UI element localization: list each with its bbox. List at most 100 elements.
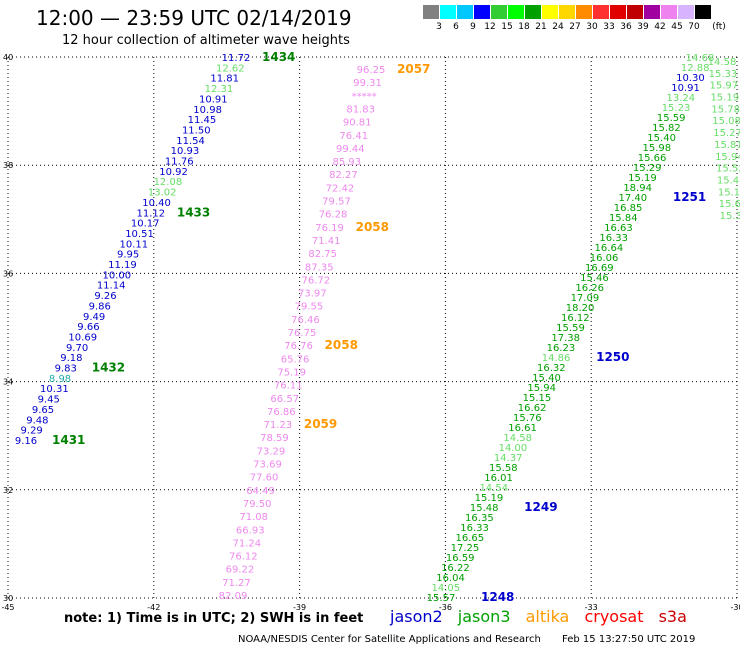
edge-wave-value: 15.81 xyxy=(714,140,740,151)
color-swatch xyxy=(524,5,541,19)
map-subtitle: 12 hour collection of altimeter wave hei… xyxy=(62,33,350,48)
altika-wave-value: 79.57 xyxy=(322,197,351,208)
jason3-wave-value: 14.68 xyxy=(686,53,715,64)
edge-wave-value: 14.58 xyxy=(708,57,737,68)
jason2-wave-value: 8.98 xyxy=(49,374,71,385)
altika-wave-value: 76.75 xyxy=(288,328,317,339)
edge-wave-value: 15.12 xyxy=(718,187,740,198)
color-swatch xyxy=(456,5,473,19)
jason3-wave-value: 16.65 xyxy=(455,533,484,544)
jason2-wave-value: 10.40 xyxy=(142,198,171,209)
jason2-wave-value: 10.17 xyxy=(131,219,160,230)
jason3-wave-value: 15.57 xyxy=(427,593,456,604)
jason3-wave-value: 16.62 xyxy=(518,403,547,414)
altika-wave-value: 99.31 xyxy=(353,78,382,89)
jason3-wave-value: 15.29 xyxy=(633,163,662,174)
jason3-wave-value: 15.46 xyxy=(580,273,609,284)
color-swatch xyxy=(609,5,626,19)
jason3-wave-value: 16.23 xyxy=(547,343,576,354)
altika-wave-value: 66.93 xyxy=(236,525,265,536)
footnote: note: 1) Time is in UTC; 2) SWH is in fe… xyxy=(64,611,364,626)
edge-wave-value: 15.97 xyxy=(710,81,739,92)
jason2-wave-value: 13.02 xyxy=(148,188,177,199)
jason2-wave-value: 10.00 xyxy=(102,270,131,281)
legend-cryosat: cryosat xyxy=(584,607,644,626)
jason3-wave-value: 15.40 xyxy=(647,133,676,144)
jason3-wave-value: 18.94 xyxy=(623,183,652,194)
jason3-wave-value: 15.23 xyxy=(662,103,691,114)
jason3-wave-value: 16.32 xyxy=(537,363,566,374)
jason2-wave-value: 9.65 xyxy=(32,405,54,416)
jason3-wave-value: 15.98 xyxy=(643,143,672,154)
y-tick-label: 36 xyxy=(3,269,13,278)
altika-wave-value: 71.27 xyxy=(222,578,251,589)
color-swatch xyxy=(541,5,558,19)
legend-jason2: jason2 xyxy=(390,607,443,626)
jason3-wave-value: 15.59 xyxy=(556,323,585,334)
altika-wave-value: 71.08 xyxy=(239,512,268,523)
altika-wave-value: 76.72 xyxy=(301,275,330,286)
jason3-wave-value: 17.25 xyxy=(451,543,480,554)
jason2-wave-value: 9.26 xyxy=(94,291,116,302)
jason3-wave-value: 16.33 xyxy=(599,233,628,244)
jason3-wave-value: 15.40 xyxy=(532,373,561,384)
jason3-wave-value: 12.88 xyxy=(681,63,710,74)
color-scale-label: 12 xyxy=(484,22,496,32)
jason3-wave-value: 10.30 xyxy=(676,73,705,84)
altika-wave-value: 71.23 xyxy=(264,420,293,431)
jason2-wave-value: 9.49 xyxy=(83,312,105,323)
pass-number: 1432 xyxy=(92,361,125,375)
altika-wave-value: 76.19 xyxy=(315,223,344,234)
color-swatch xyxy=(473,5,490,19)
jason3-wave-value: 17.38 xyxy=(551,333,580,344)
jason3-wave-value: 15.48 xyxy=(470,503,499,514)
pass-number: 2059 xyxy=(304,417,337,431)
altika-wave-value: 78.59 xyxy=(260,433,289,444)
jason3-wave-value: 15.84 xyxy=(609,213,638,224)
color-swatch xyxy=(558,5,575,19)
edge-wave-value: 15.33 xyxy=(709,69,738,80)
jason2-wave-value: 12.31 xyxy=(205,84,234,95)
altika-wave-value: 81.83 xyxy=(346,104,375,115)
altika-wave-value: 73.29 xyxy=(257,446,286,457)
jason2-wave-value: 10.51 xyxy=(125,229,154,240)
color-scale-label: 30 xyxy=(586,22,598,32)
jason3-wave-value: 15.15 xyxy=(523,393,552,404)
pass-number: 1249 xyxy=(524,500,557,514)
altika-wave-value: 66.57 xyxy=(270,394,299,405)
pass-number: 2057 xyxy=(397,62,430,76)
jason2-wave-value: 9.66 xyxy=(77,322,99,333)
altika-wave-value: 87.35 xyxy=(305,262,334,273)
altika-wave-value: 76.28 xyxy=(319,210,348,221)
edge-wave-value: 15.27 xyxy=(713,128,740,139)
color-swatch xyxy=(490,5,507,19)
jason2-wave-value: 10.92 xyxy=(159,167,188,178)
color-swatch xyxy=(643,5,660,19)
jason2-wave-value: 10.31 xyxy=(40,384,69,395)
jason3-wave-value: 16.04 xyxy=(436,573,465,584)
color-scale-label: 3 xyxy=(436,22,442,32)
jason3-wave-value: 15.19 xyxy=(628,173,657,184)
jason2-wave-value: 11.45 xyxy=(188,115,217,126)
color-swatch xyxy=(422,5,439,19)
color-scale-label: 42 xyxy=(654,22,666,32)
altika-wave-value: ***** xyxy=(352,91,377,102)
altika-wave-value: 82.27 xyxy=(329,170,358,181)
jason3-wave-value: 16.22 xyxy=(441,563,470,574)
altika-wave-value: 96.25 xyxy=(357,65,386,76)
edge-wave-value: 15.19 xyxy=(710,93,739,104)
color-scale-label: 6 xyxy=(453,22,459,32)
edge-wave-value: 15.67 xyxy=(719,199,740,210)
jason2-wave-value: 11.76 xyxy=(165,157,194,168)
jason3-wave-value: 16.33 xyxy=(460,523,489,534)
color-swatch xyxy=(592,5,609,19)
jason3-wave-value: 15.94 xyxy=(527,383,556,394)
jason2-wave-value: 9.45 xyxy=(38,395,60,406)
legend-altika: altika xyxy=(525,607,570,626)
jason3-wave-value: 16.69 xyxy=(585,263,614,274)
y-tick-label: 38 xyxy=(3,161,13,170)
x-tick-label: -45 xyxy=(1,603,14,612)
jason3-wave-value: 16.64 xyxy=(595,243,624,254)
edge-wave-value: 15.94 xyxy=(715,152,740,163)
jason2-wave-value: 9.16 xyxy=(15,436,37,447)
